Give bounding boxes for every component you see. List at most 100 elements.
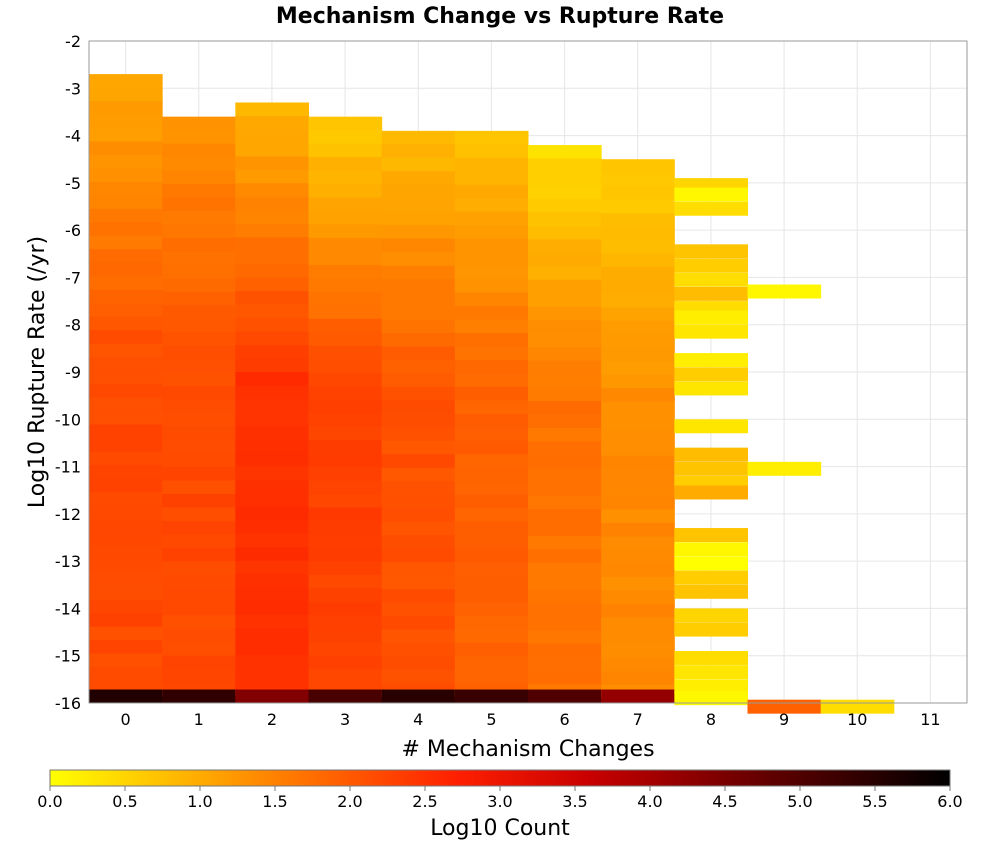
heatmap-cell [308, 534, 383, 549]
heatmap-cell [162, 291, 236, 306]
heatmap-cell [674, 353, 748, 368]
heatmap-cell [162, 224, 236, 239]
heatmap-cell [89, 303, 163, 318]
heatmap-cell [454, 373, 529, 388]
x-tick-label: 6 [559, 710, 569, 729]
heatmap-cell [601, 550, 675, 565]
heatmap-cell [89, 505, 163, 520]
heatmap-cell [162, 359, 236, 374]
heatmap-cell [235, 169, 309, 184]
heatmap-cell [89, 464, 163, 479]
colorbar-tick-label: 2.5 [412, 792, 437, 811]
x-tick-label: 1 [194, 710, 204, 729]
colorbar-tick-label: 4.5 [712, 792, 737, 811]
heatmap-cell [308, 305, 383, 320]
heatmap-cell [528, 495, 602, 510]
heatmap-cell [89, 545, 163, 560]
heatmap-cell [601, 428, 675, 443]
heatmap-cell [162, 264, 236, 279]
heatmap-cell [601, 320, 675, 335]
x-tick-label: 11 [920, 710, 940, 729]
heatmap-cell [381, 144, 456, 159]
heatmap-cell [89, 249, 163, 264]
heatmap-cell [674, 187, 748, 202]
heatmap-cell [235, 264, 309, 279]
heatmap-cell [674, 570, 748, 585]
heatmap-cell [162, 157, 236, 172]
heatmap-cell [454, 494, 529, 509]
heatmap-cell [162, 588, 236, 603]
heatmap-cell [235, 547, 309, 562]
heatmap-cell [308, 332, 383, 347]
heatmap-cell [235, 506, 309, 521]
heatmap-cell [674, 679, 748, 694]
heatmap-cell [381, 467, 456, 482]
heatmap-cell [308, 655, 383, 670]
heatmap-cell [162, 251, 236, 266]
heatmap-cell [454, 198, 529, 213]
heatmap-cells [89, 74, 895, 714]
heatmap-cell [601, 172, 675, 187]
heatmap-cell [454, 386, 529, 401]
x-axis-ticks: 0 1 2 3 4 5 6 7 8 9 10 11 [120, 710, 940, 729]
heatmap-cell [528, 266, 602, 281]
heatmap-cell [381, 373, 456, 388]
y-axis-ticks: -2 -3 -4 -5 -6 -7 -8 -9 -10 -11 -12 -13 -14 -15 -16 [55, 32, 81, 713]
heatmap-cell [89, 276, 163, 291]
heatmap-cell [162, 642, 236, 657]
heatmap-cell [454, 144, 529, 159]
heatmap-cell [308, 493, 383, 508]
heatmap-cell [89, 222, 163, 237]
heatmap-cell [308, 345, 383, 360]
heatmap-cell [454, 642, 529, 657]
heatmap-cell [528, 481, 602, 496]
heatmap-cell [454, 535, 529, 550]
colorbar-tick-label: 1.0 [187, 792, 212, 811]
heatmap-cell [381, 508, 456, 523]
heatmap-cell [454, 400, 529, 415]
heatmap-cell [381, 346, 456, 361]
heatmap-cell [454, 427, 529, 442]
heatmap-cell [89, 397, 163, 412]
heatmap-cell [162, 493, 236, 508]
heatmap-cell [528, 670, 602, 685]
heatmap-cell [308, 628, 383, 643]
heatmap-cell [454, 562, 529, 577]
heatmap-cell [674, 622, 748, 637]
heatmap-cell [308, 197, 383, 212]
heatmap-cell [381, 184, 456, 199]
colorbar-tick-label: 3.5 [562, 792, 587, 811]
heatmap-cell [162, 386, 236, 401]
y-tick-label: -6 [65, 221, 81, 240]
heatmap-cell [454, 589, 529, 604]
heatmap-cell [674, 691, 748, 706]
heatmap-cell [528, 158, 602, 173]
y-tick-label: -13 [55, 552, 81, 571]
heatmap-cell-bottom [235, 689, 309, 704]
heatmap-cell [601, 280, 675, 295]
y-tick-label: -2 [65, 32, 81, 51]
heatmap-cell [308, 170, 383, 185]
x-tick-label: 4 [413, 710, 423, 729]
heatmap-cell [381, 292, 456, 307]
heatmap-cell [601, 240, 675, 255]
heatmap-cell [674, 258, 748, 273]
heatmap-cell [381, 400, 456, 415]
heatmap-cell [528, 239, 602, 254]
heatmap-cell [308, 210, 383, 225]
heatmap-cell [381, 589, 456, 604]
heatmap-cell [454, 615, 529, 630]
y-tick-label: -4 [65, 127, 81, 146]
y-tick-label: -16 [55, 694, 81, 713]
heatmap-cell [674, 244, 748, 259]
heatmap-cell [235, 304, 309, 319]
heatmap-cell [89, 87, 163, 102]
heatmap-cell [528, 306, 602, 321]
heatmap-cell [89, 114, 163, 129]
heatmap-cell [528, 657, 602, 672]
heatmap-cell [308, 426, 383, 441]
heatmap-cell [235, 668, 309, 683]
heatmap-cell [674, 584, 748, 599]
heatmap-cell [454, 629, 529, 644]
x-tick-label: 9 [779, 710, 789, 729]
